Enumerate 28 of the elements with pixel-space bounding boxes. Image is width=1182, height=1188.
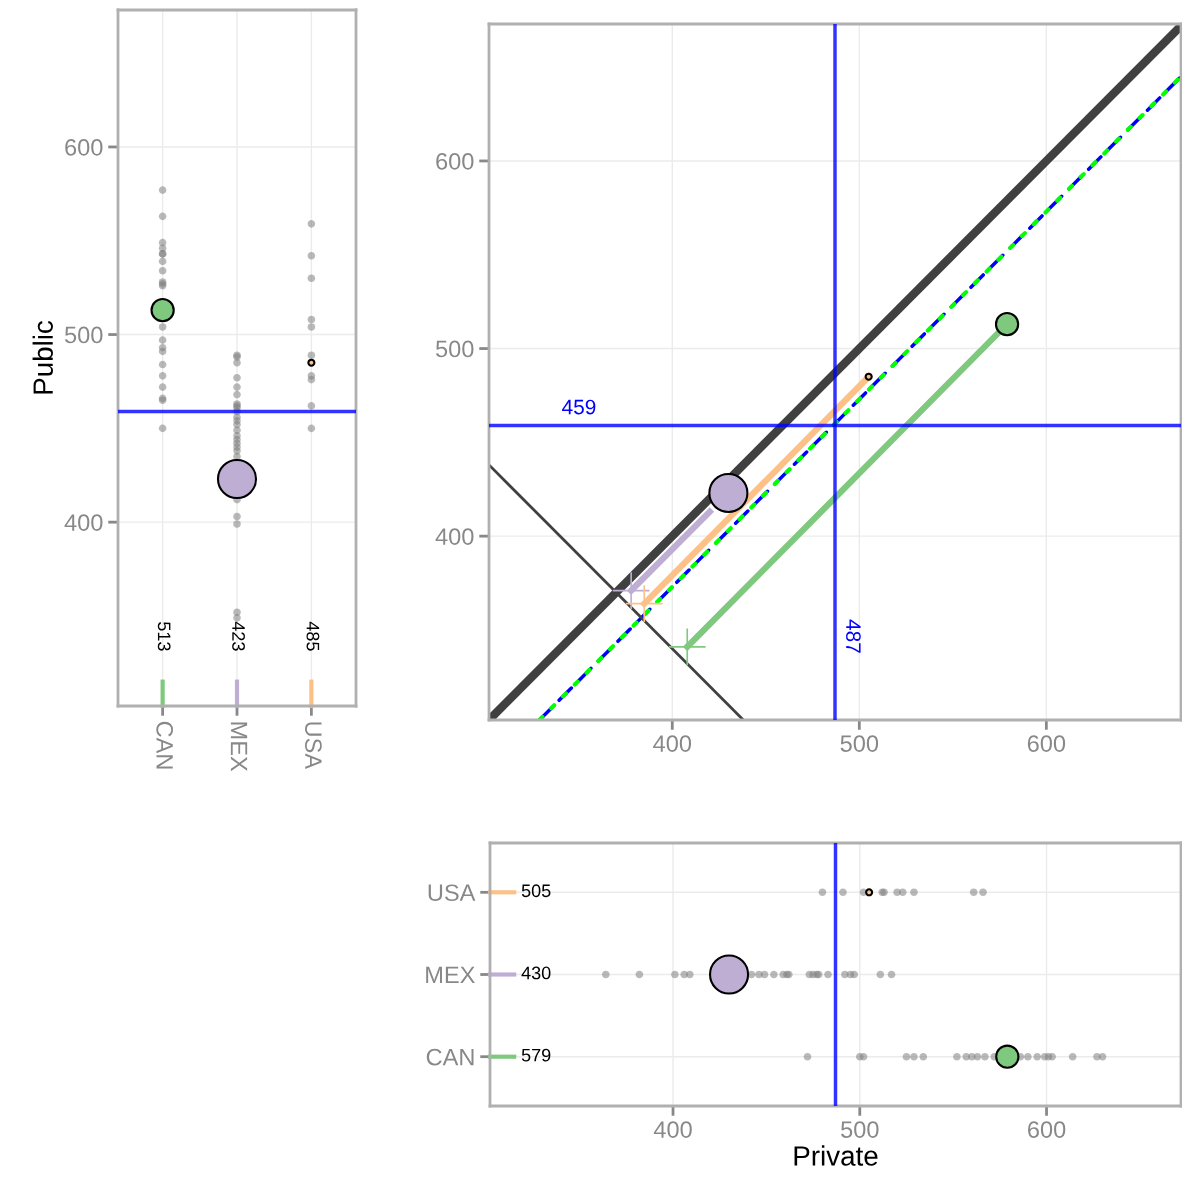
annotation: 430 [521, 966, 551, 980]
y-tick-label: 500 [435, 340, 474, 358]
annotation: 579 [521, 1048, 551, 1062]
y-tick-label: MEX [426, 966, 475, 984]
x-tick-label: 500 [840, 735, 879, 752]
x-tick-label: USA [305, 722, 322, 770]
x-tick-label: 400 [653, 735, 692, 752]
annotation: 513 [157, 622, 171, 651]
annotation: 485 [306, 621, 320, 651]
annotation: 505 [521, 884, 551, 898]
x-tick-label: CAN [156, 721, 174, 769]
x-tick-label: 400 [653, 1121, 692, 1138]
y-axis-title: Public [32, 320, 53, 394]
y-tick-label: 400 [435, 528, 474, 545]
x-axis-title: Private [794, 1145, 878, 1166]
y-tick-label: 400 [64, 514, 103, 531]
y-tick-label: 600 [436, 153, 474, 170]
x-tick-label: 500 [841, 1121, 879, 1138]
ref-line-label: 459 [562, 399, 596, 415]
x-tick-label: MEX [230, 722, 248, 772]
y-tick-label: USA [428, 884, 476, 902]
y-tick-label: 500 [64, 326, 103, 344]
y-tick-label: 600 [65, 139, 103, 156]
annotation: 423 [232, 621, 245, 651]
y-tick-label: CAN [426, 1048, 474, 1066]
ref-line-label: 487 [846, 619, 861, 653]
x-tick-label: 600 [1027, 735, 1066, 752]
x-tick-label: 600 [1028, 1121, 1066, 1138]
